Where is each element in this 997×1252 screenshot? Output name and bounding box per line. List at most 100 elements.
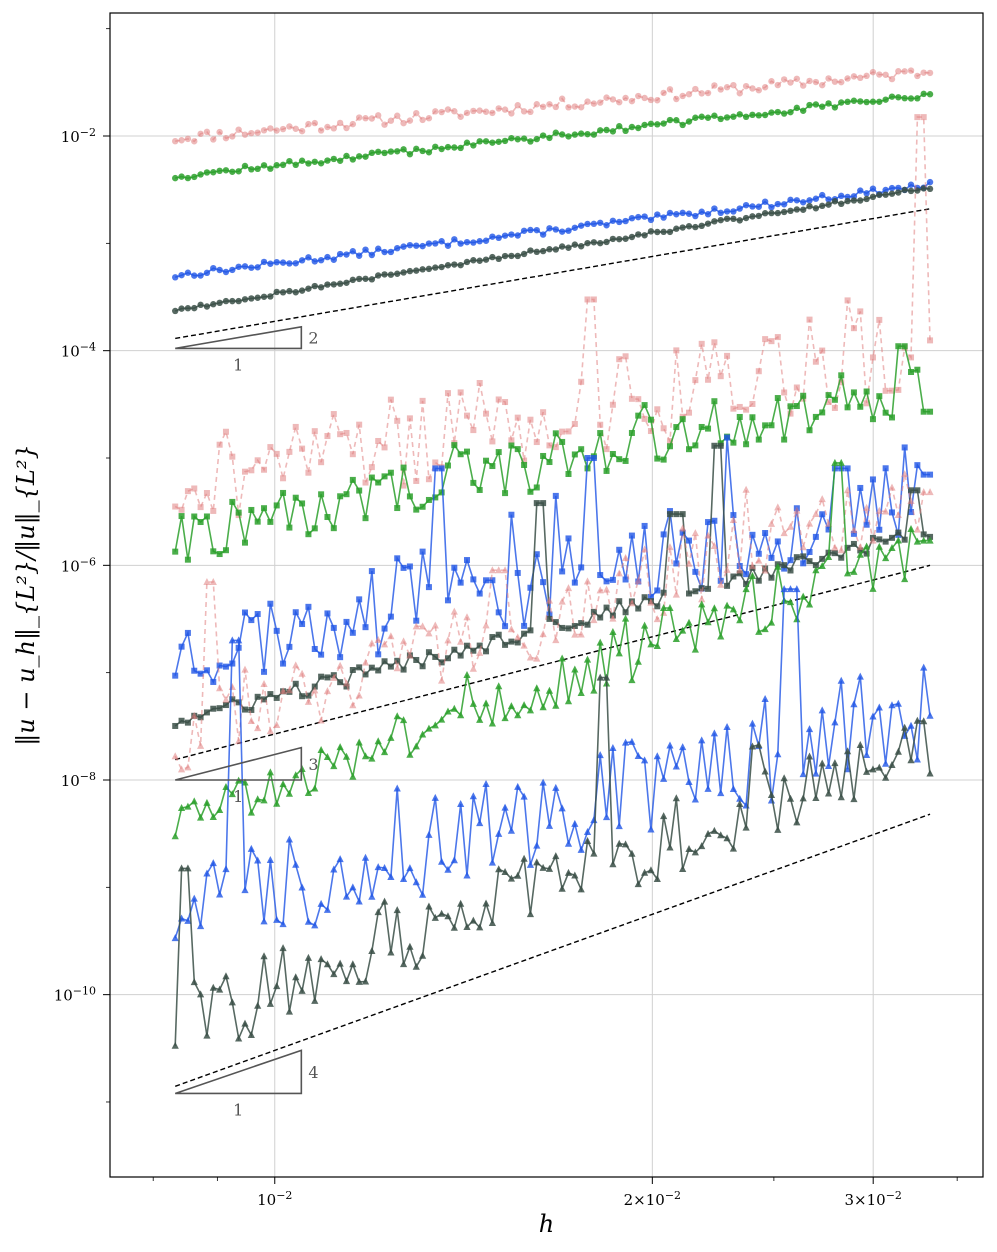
data-point: [203, 667, 210, 674]
data-point: [368, 568, 375, 575]
data-point: [850, 389, 857, 396]
data-point: [564, 584, 573, 592]
data-point: [298, 883, 306, 891]
data-point: [812, 533, 819, 540]
data-point: [768, 203, 775, 211]
data-point: [628, 214, 636, 222]
data-point: [780, 774, 788, 782]
data-point: [178, 271, 185, 279]
data-point: [381, 248, 388, 256]
data-point: [653, 875, 661, 883]
data-point: [444, 597, 451, 604]
data-point: [926, 536, 934, 544]
data-point: [742, 485, 750, 493]
data-point: [292, 973, 300, 981]
data-point: [374, 272, 382, 279]
data-point: [501, 232, 509, 239]
data-point: [755, 436, 762, 443]
data-point: [641, 213, 648, 220]
data-point: [406, 117, 414, 124]
data-point: [596, 638, 604, 646]
data-point: [502, 490, 509, 497]
data-point: [216, 705, 223, 712]
data-point: [228, 790, 236, 798]
data-point: [628, 97, 636, 105]
data-point: [254, 129, 261, 136]
data-point: [184, 135, 192, 143]
data-point: [837, 793, 845, 801]
data-point: [793, 585, 801, 593]
data-point: [533, 484, 540, 491]
data-point: [260, 293, 268, 300]
data-point: [419, 951, 427, 959]
data-point: [526, 706, 535, 714]
data-point: [597, 430, 604, 437]
data-point: [806, 101, 813, 109]
data-point: [197, 171, 204, 178]
data-point: [577, 845, 585, 853]
data-point: [799, 794, 807, 802]
data-point: [539, 630, 547, 638]
data-point: [787, 79, 794, 86]
data-point: [743, 571, 750, 578]
data-point: [749, 531, 756, 538]
data-point: [171, 1041, 179, 1049]
data-point: [336, 280, 344, 287]
data-point: [318, 673, 325, 680]
data-point: [305, 692, 312, 699]
data-point: [229, 266, 236, 274]
data-point: [831, 718, 839, 726]
data-point: [908, 354, 915, 361]
data-point: [419, 730, 427, 738]
data-point: [172, 174, 179, 182]
data-point: [196, 990, 205, 998]
data-point: [463, 139, 471, 146]
data-point: [781, 565, 788, 572]
data-point: [342, 679, 351, 687]
data-point: [692, 442, 699, 449]
data-point: [464, 412, 471, 419]
data-point: [400, 146, 407, 153]
data-point: [178, 305, 185, 312]
data-point: [317, 746, 325, 754]
data-point: [400, 243, 407, 250]
data-point: [850, 540, 857, 547]
data-point: [203, 169, 211, 176]
data-point: [191, 485, 198, 492]
data-point: [381, 625, 388, 632]
data-point: [749, 203, 756, 210]
data-point: [590, 608, 597, 615]
data-point: [869, 416, 876, 423]
data-point: [774, 825, 782, 833]
data-point: [742, 201, 750, 209]
data-point: [393, 906, 401, 914]
data-point: [571, 871, 579, 879]
data-point: [743, 441, 750, 448]
data-point: [375, 479, 382, 486]
data-point: [342, 892, 351, 900]
data-point: [913, 537, 921, 545]
data-point: [685, 223, 693, 230]
data-point: [812, 793, 820, 801]
data-point: [672, 635, 680, 643]
data-point: [216, 662, 223, 669]
data-point: [545, 864, 554, 872]
data-point: [267, 691, 274, 698]
data-point: [438, 659, 445, 666]
data-point: [850, 526, 858, 534]
data-point: [184, 719, 191, 726]
data-point: [546, 246, 553, 253]
data-point: [654, 455, 661, 462]
data-point: [261, 466, 268, 473]
data-point: [628, 395, 635, 402]
data-point: [844, 297, 851, 304]
data-point: [558, 131, 566, 138]
data-point: [793, 206, 801, 213]
data-point: [698, 600, 706, 608]
data-point: [254, 264, 261, 271]
data-point: [812, 413, 819, 420]
data-point: [615, 822, 623, 830]
data-point: [451, 646, 458, 653]
data-point: [235, 263, 242, 270]
data-point: [603, 604, 610, 611]
